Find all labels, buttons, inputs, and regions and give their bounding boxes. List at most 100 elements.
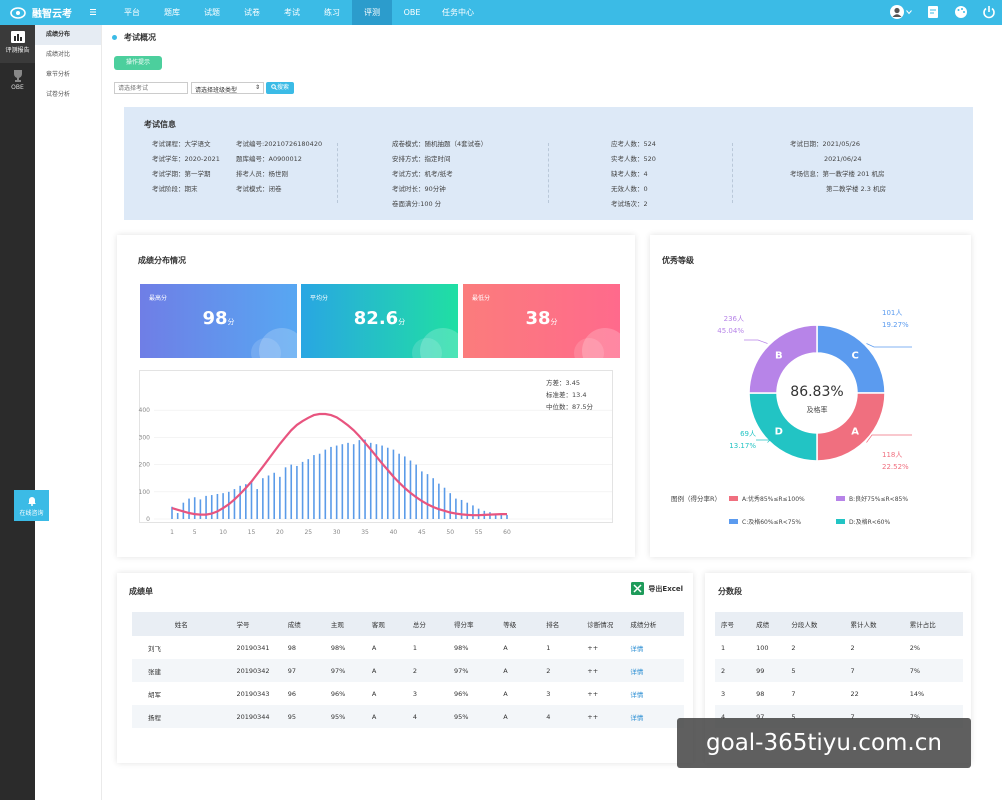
normal-curve	[171, 412, 507, 517]
bar	[364, 439, 366, 519]
nav-item-6[interactable]: 评测	[352, 0, 392, 25]
stats-metrics: 方差：3.45 标准差：13.4 中位数：87.5分	[546, 379, 593, 411]
table-cell: 100	[756, 643, 769, 652]
slice-percent-label: 45.04%	[717, 327, 744, 335]
bar	[421, 471, 423, 519]
table-cell: 2	[850, 643, 855, 652]
lowest-score-card: 最低分 38分	[463, 284, 620, 358]
bar	[250, 482, 253, 519]
bar	[398, 453, 400, 519]
subnav-item-paper-analysis[interactable]: 试卷分析	[46, 91, 71, 98]
nav-item-3[interactable]: 试卷	[244, 8, 260, 17]
table-row: 1 100 2 2 2%	[715, 636, 963, 659]
column-header: 主观	[324, 612, 366, 636]
bar	[375, 444, 378, 519]
legend-item: D:及格R<60%	[836, 517, 890, 526]
nav-item-5[interactable]: 练习	[324, 8, 340, 17]
column-header: 序号	[715, 612, 751, 636]
table-cell: 7%	[903, 659, 963, 682]
sidebar-item-obe[interactable]: OBE	[0, 63, 35, 101]
power-icon[interactable]	[982, 5, 996, 19]
menu-collapse-icon[interactable]	[90, 9, 96, 15]
nav-item-0[interactable]: 平台	[124, 8, 140, 17]
bar	[506, 514, 508, 519]
app-name: 融智云考	[32, 9, 72, 20]
sidebar-item-label: 评测报告	[5, 47, 30, 54]
table-cell: 95	[281, 705, 325, 728]
table-cell: 2	[791, 643, 796, 652]
user-avatar[interactable]	[890, 5, 912, 19]
column-header: 累计占比	[903, 612, 963, 636]
bar	[290, 464, 293, 519]
column-header: 分段人数	[785, 612, 845, 636]
bar	[358, 440, 361, 519]
bar	[193, 497, 196, 519]
slice-percent-label: 19.27%	[882, 321, 909, 329]
subnav-item-chapter-analysis[interactable]: 章节分析	[46, 71, 71, 78]
table-cell: 99	[750, 659, 786, 682]
x-tick-label: 10	[219, 529, 227, 536]
table-cell: ++	[587, 643, 599, 652]
info-column-course: 考试课程：大学语文 考试学年：2020-2021 考试学期：第一学期 考试阶段：期末	[152, 140, 220, 193]
slice-leader-line	[756, 439, 771, 443]
nav-item-1[interactable]: 题库	[164, 8, 180, 17]
class-type-select[interactable]: 请选择班级类型 ⇕	[191, 82, 264, 94]
table-cell: 7	[791, 689, 796, 698]
export-excel-button[interactable]: 导出Excel	[631, 582, 683, 595]
table-cell: 胡军	[148, 690, 161, 699]
table-row: 胡军 20190343 96 96% A 3 96% A 3 ++ 详情	[132, 682, 684, 705]
table-cell: 96%	[330, 689, 346, 698]
avatar-icon	[890, 5, 904, 19]
palette-icon[interactable]	[954, 5, 968, 19]
table-cell: 97%	[447, 659, 498, 682]
operation-tips-button[interactable]: 操作提示	[114, 56, 162, 70]
card-title: 成绩分布情况	[138, 256, 186, 265]
card-title: 优秀等级	[662, 256, 694, 265]
detail-link[interactable]: 详情	[624, 659, 684, 682]
table-cell: 98	[287, 643, 297, 652]
detail-link[interactable]: 详情	[630, 644, 644, 653]
nav-item-7[interactable]: OBE	[403, 8, 421, 17]
detail-link[interactable]: 详情	[624, 705, 684, 728]
table-cell: 98	[756, 689, 765, 698]
nav-item-4[interactable]: 考试	[284, 8, 300, 17]
slice-letter: B	[775, 350, 783, 361]
column-header: 成绩	[750, 612, 786, 636]
nav-item-2[interactable]: 试题	[204, 8, 220, 17]
subnav-item-score-comparison[interactable]: 成绩对比	[46, 51, 71, 58]
table-cell: 20190341	[236, 643, 270, 652]
score-table: 姓名 学号 成绩 主观 客观 总分 得分率 等级 排名 诊断情况 成绩分析 刘飞 20190341 98 9…	[132, 612, 684, 728]
table-cell: 3	[721, 689, 726, 698]
column-header: 客观	[365, 612, 407, 636]
info-column-counts: 应考人数：524 实考人数：520 缺考人数：4 无效人数：0 考试场次：2	[611, 140, 656, 208]
notes-icon[interactable]	[926, 5, 940, 19]
table-row: 刘飞 20190341 98 98% A 1 98% A 1 ++ 详情	[132, 636, 684, 659]
report-chart-icon	[10, 31, 25, 43]
average-score-card: 平均分 82.6分	[301, 284, 458, 358]
detail-link[interactable]: 详情	[630, 690, 644, 699]
column-header: 诊断情况	[581, 612, 625, 636]
sidebar-item-report[interactable]: 评测报告	[0, 25, 35, 63]
bar	[432, 478, 434, 519]
table-cell: ++	[581, 705, 625, 728]
table-row: 3 98 7 22 14%	[715, 682, 963, 705]
table-row: 扬程 20190344 95 95% A 4 95% A 4 ++ 详情	[132, 705, 684, 728]
highest-score-card: 最高分 98分	[140, 284, 297, 358]
search-button[interactable]: 搜索	[266, 82, 294, 94]
card-title: 成绩单	[129, 587, 153, 596]
table-cell: ++	[587, 689, 599, 698]
table-cell: 2	[540, 659, 582, 682]
app-logo[interactable]: 融智云考	[10, 5, 72, 20]
y-tick-label: 400	[139, 407, 151, 414]
online-consult-button[interactable]: 在线咨询	[14, 490, 49, 521]
nav-item-8[interactable]: 任务中心	[442, 8, 474, 17]
table-cell: 96	[287, 689, 297, 698]
subnav-item-score-distribution[interactable]: 成绩分布	[35, 25, 101, 45]
donut-slice-B	[748, 324, 818, 394]
table-cell: 20190343	[236, 689, 270, 698]
x-tick-label: 15	[248, 529, 256, 536]
exam-select-input[interactable]	[114, 82, 188, 94]
legend-item: B:良好75%≤R<85%	[836, 494, 908, 503]
table-cell: 4	[540, 705, 582, 728]
table-cell: 3	[412, 689, 418, 698]
